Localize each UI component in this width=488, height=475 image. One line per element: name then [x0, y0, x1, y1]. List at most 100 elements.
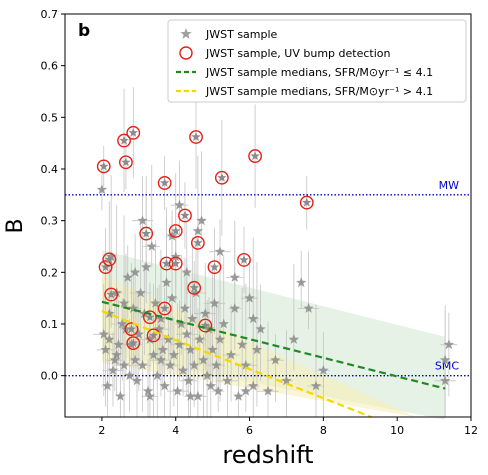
star-point: [128, 127, 138, 137]
star-point: [168, 349, 180, 360]
star-point: [172, 385, 183, 396]
star-point: [201, 370, 213, 381]
star-point: [100, 262, 111, 272]
star-point: [192, 225, 204, 236]
star-point: [225, 349, 237, 360]
star-point: [96, 184, 108, 195]
star-point: [194, 334, 205, 344]
uv-bump-circle: [124, 322, 139, 337]
star-point: [104, 334, 115, 344]
star-point: [443, 339, 455, 350]
star-point: [119, 135, 129, 145]
star-point: [217, 172, 227, 182]
star-point: [137, 215, 148, 226]
uv-bump-circle: [139, 226, 154, 241]
star-point: [181, 266, 192, 277]
uv-bump-circle: [104, 287, 119, 302]
star-point: [193, 237, 203, 247]
star-point: [281, 375, 292, 386]
star-point: [148, 349, 159, 360]
uv-bump-circle: [237, 253, 251, 267]
star-point: [118, 359, 130, 370]
star-point: [233, 390, 244, 401]
star-point: [129, 354, 141, 365]
star-point: [128, 338, 138, 348]
star-point: [115, 390, 126, 401]
star-point: [239, 254, 249, 264]
star-point: [251, 344, 263, 355]
plot-frame: [64, 13, 472, 418]
y-tick-label: 0.7: [41, 8, 59, 21]
x-tick-label: 10: [390, 424, 404, 437]
star-point: [248, 380, 259, 391]
star-point: [128, 303, 139, 313]
star-point: [214, 334, 226, 344]
star-point: [200, 308, 211, 319]
uv-bump-circle: [126, 125, 141, 140]
uv-bump-circle: [157, 301, 172, 316]
y-tick-label: 0.3: [41, 215, 59, 228]
star-point: [240, 385, 252, 396]
star-point: [288, 334, 300, 344]
uv-bump-circles: [96, 125, 314, 351]
y-tick-label: 0.2: [41, 266, 59, 279]
star-point: [189, 359, 200, 370]
star-point: [180, 210, 190, 220]
star-point: [135, 287, 146, 298]
star-point: [113, 339, 124, 350]
star-point: [144, 390, 156, 401]
star-point: [171, 258, 181, 268]
star-point: [302, 197, 312, 207]
star-point: [159, 303, 170, 313]
uv-bump-circle: [207, 260, 222, 275]
star-point: [137, 359, 148, 370]
x-tick-label: 8: [320, 424, 327, 437]
star-point: [139, 308, 150, 319]
star-point: [179, 303, 191, 313]
star-point: [98, 328, 109, 339]
y-tick-label: 0.4: [41, 163, 59, 176]
star-point: [240, 359, 252, 370]
star-point: [270, 354, 281, 365]
legend-entry: JWST sample: [205, 28, 278, 41]
star-point: [214, 246, 226, 257]
star-point: [157, 344, 168, 355]
star-point: [105, 251, 117, 262]
uv-bump-circle: [214, 170, 229, 185]
legend: JWST sample JWST sample, UV bump detectio…: [167, 19, 467, 103]
star-point: [104, 308, 115, 319]
legend-entry: JWST sample medians, SFR/M⊙yr⁻¹ > 4.1: [205, 85, 433, 98]
star-point: [104, 254, 114, 264]
star-point: [439, 375, 451, 386]
star-point: [146, 241, 157, 251]
star-point: [155, 313, 167, 324]
uv-bump-circle: [146, 328, 161, 343]
x-tick-label: 6: [246, 424, 253, 437]
panel-label: b: [78, 21, 90, 41]
star-point: [200, 320, 210, 330]
star-point: [107, 365, 119, 375]
star-point: [174, 339, 185, 350]
star-point: [196, 215, 207, 226]
star-point: [439, 354, 451, 365]
star-point: [152, 370, 163, 381]
uv-bump-circle: [102, 252, 117, 267]
x-tick-label: 2: [98, 424, 105, 437]
reference-label-mw: MW: [439, 179, 459, 192]
uv-bump-circle: [187, 280, 202, 295]
y-tick-label: 0.5: [41, 111, 59, 124]
y-tick-label: 0.0: [41, 370, 59, 383]
star-point: [187, 313, 198, 324]
star-point: [229, 272, 240, 282]
star-point: [155, 354, 167, 365]
uv-bump-circle: [117, 133, 131, 148]
y-tick-label: 0.1: [41, 318, 59, 331]
star-point: [190, 287, 202, 298]
star-point: [166, 292, 178, 303]
median-lines: [101, 300, 446, 419]
x-tick-label: 12: [464, 424, 478, 437]
star-point: [142, 385, 154, 396]
legend-entry: JWST sample medians, SFR/M⊙yr⁻¹ ≤ 4.1: [205, 66, 433, 79]
uv-bump-circle: [142, 310, 157, 325]
star-point: [236, 339, 248, 350]
